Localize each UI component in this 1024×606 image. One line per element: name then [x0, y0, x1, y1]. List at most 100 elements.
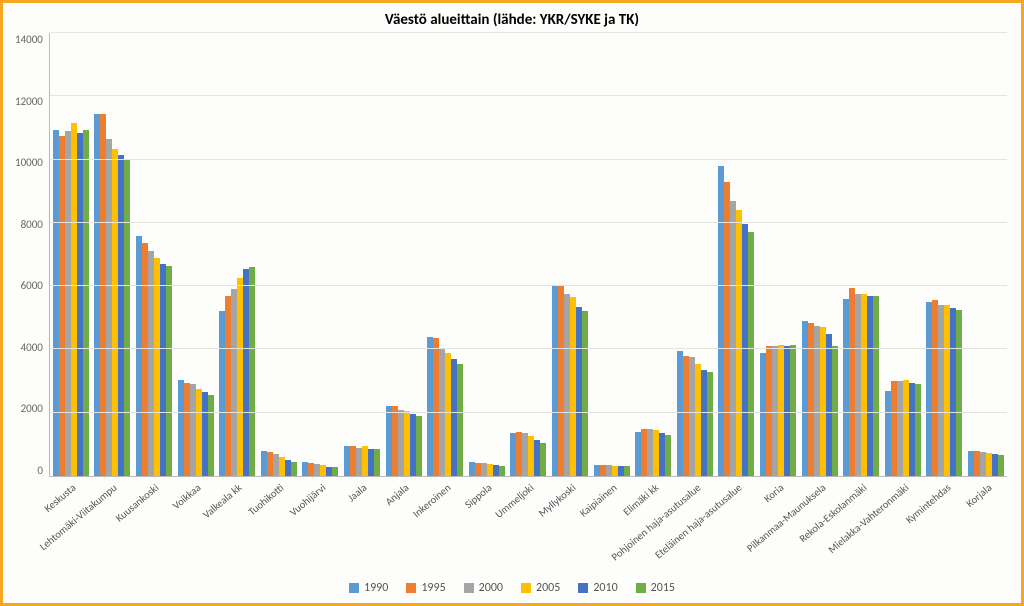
plot-area — [49, 33, 1007, 477]
bar — [457, 364, 463, 476]
bar-group — [466, 33, 508, 476]
bar — [624, 466, 630, 476]
bar-group — [757, 33, 799, 476]
bar — [998, 455, 1004, 476]
bar-group — [92, 33, 134, 476]
bar — [790, 345, 796, 476]
gridline — [50, 32, 1007, 33]
y-tick-label: 10000 — [15, 156, 43, 169]
bar-group — [424, 33, 466, 476]
bar — [124, 160, 130, 476]
bar — [332, 467, 338, 476]
legend-item: 2000 — [464, 581, 503, 595]
x-tick-label: Korjala — [965, 477, 1007, 577]
bar — [956, 310, 962, 476]
gridline — [50, 348, 1007, 349]
x-tick-label: Inkeroinen — [424, 477, 466, 577]
x-tick-label: Kuusankoski — [132, 477, 174, 577]
x-tick-label: Tuohikotti — [257, 477, 299, 577]
bar — [291, 462, 297, 476]
bar-group — [216, 33, 258, 476]
x-axis-labels: KeskustaLehtomäki-ViitakumpuKuusankoskiV… — [3, 477, 1021, 577]
bar-group — [591, 33, 633, 476]
x-tick-label: Ummeljoki — [507, 477, 549, 577]
legend-item: 1995 — [406, 581, 445, 595]
x-tick-label: Mielakka-Vahteronmäki — [882, 477, 924, 577]
bar — [915, 384, 921, 476]
x-tick-label: Jaala — [341, 477, 383, 577]
y-tick-label: 0 — [37, 464, 43, 477]
x-tick-label: Anjala — [382, 477, 424, 577]
bar — [374, 449, 380, 476]
bar — [665, 435, 671, 476]
legend-label: 1990 — [364, 581, 388, 595]
bar-group — [50, 33, 92, 476]
bar — [540, 443, 546, 476]
x-tick-label: Eteläinen haja-asutusalue — [716, 477, 758, 577]
bar-group — [799, 33, 841, 476]
bar — [249, 267, 255, 476]
bar-group — [258, 33, 300, 476]
bar — [83, 130, 89, 476]
legend-swatch — [464, 583, 474, 593]
bar-group — [341, 33, 383, 476]
bar-group — [924, 33, 966, 476]
legend-swatch — [521, 583, 531, 593]
x-tick-label: Vuohijärvi — [299, 477, 341, 577]
bar-group — [300, 33, 342, 476]
plot-area-wrap: 14000 12000 10000 8000 6000 4000 2000 0 — [3, 33, 1021, 477]
x-tick-label: Lehtomäki-Viitakumpu — [91, 477, 133, 577]
bar-group — [632, 33, 674, 476]
bar-group — [133, 33, 175, 476]
x-tick-label: Valkeala kk — [216, 477, 258, 577]
x-tick-label: Myllykoski — [549, 477, 591, 577]
y-tick-label: 12000 — [15, 95, 43, 108]
bar — [166, 266, 172, 476]
gridline — [50, 412, 1007, 413]
legend-item: 2005 — [521, 581, 560, 595]
bar-group — [840, 33, 882, 476]
x-tick-label: Kaipiainen — [591, 477, 633, 577]
bar-group — [549, 33, 591, 476]
legend-label: 2005 — [536, 581, 560, 595]
gridline — [50, 222, 1007, 223]
bar-group — [383, 33, 425, 476]
y-tick-label: 2000 — [21, 402, 43, 415]
y-tick-label: 8000 — [21, 218, 43, 231]
bars-container — [50, 33, 1007, 476]
chart-title: Väestö alueittain (lähde: YKR/SYKE ja TK… — [3, 3, 1021, 33]
bar-group — [716, 33, 758, 476]
legend-swatch — [578, 583, 588, 593]
x-tick-label: Kymintehdas — [924, 477, 966, 577]
legend-swatch — [406, 583, 416, 593]
legend-swatch — [636, 583, 646, 593]
bar-group — [508, 33, 550, 476]
bar-group — [965, 33, 1007, 476]
legend-item: 1990 — [349, 581, 388, 595]
chart-frame: Väestö alueittain (lähde: YKR/SYKE ja TK… — [0, 0, 1024, 606]
bar — [416, 416, 422, 476]
bar-group — [674, 33, 716, 476]
x-tick-label: Sippola — [466, 477, 508, 577]
bar-group — [882, 33, 924, 476]
legend-swatch — [349, 583, 359, 593]
legend-item: 2015 — [636, 581, 675, 595]
y-tick-label: 4000 — [21, 341, 43, 354]
x-tick-label: Voikkaa — [174, 477, 216, 577]
bar-group — [175, 33, 217, 476]
bar — [873, 296, 879, 476]
y-tick-label: 6000 — [21, 279, 43, 292]
bar — [707, 372, 713, 476]
bar — [499, 466, 505, 476]
bar — [748, 232, 754, 476]
legend-label: 2010 — [593, 581, 617, 595]
bar — [208, 395, 214, 476]
y-tick-label: 14000 — [15, 33, 43, 46]
bar — [582, 311, 588, 476]
legend: 1990 1995 2000 2005 2010 2015 — [3, 577, 1021, 603]
legend-label: 1995 — [421, 581, 445, 595]
gridline — [50, 95, 1007, 96]
gridline — [50, 159, 1007, 160]
legend-label: 2015 — [651, 581, 675, 595]
legend-label: 2000 — [479, 581, 503, 595]
